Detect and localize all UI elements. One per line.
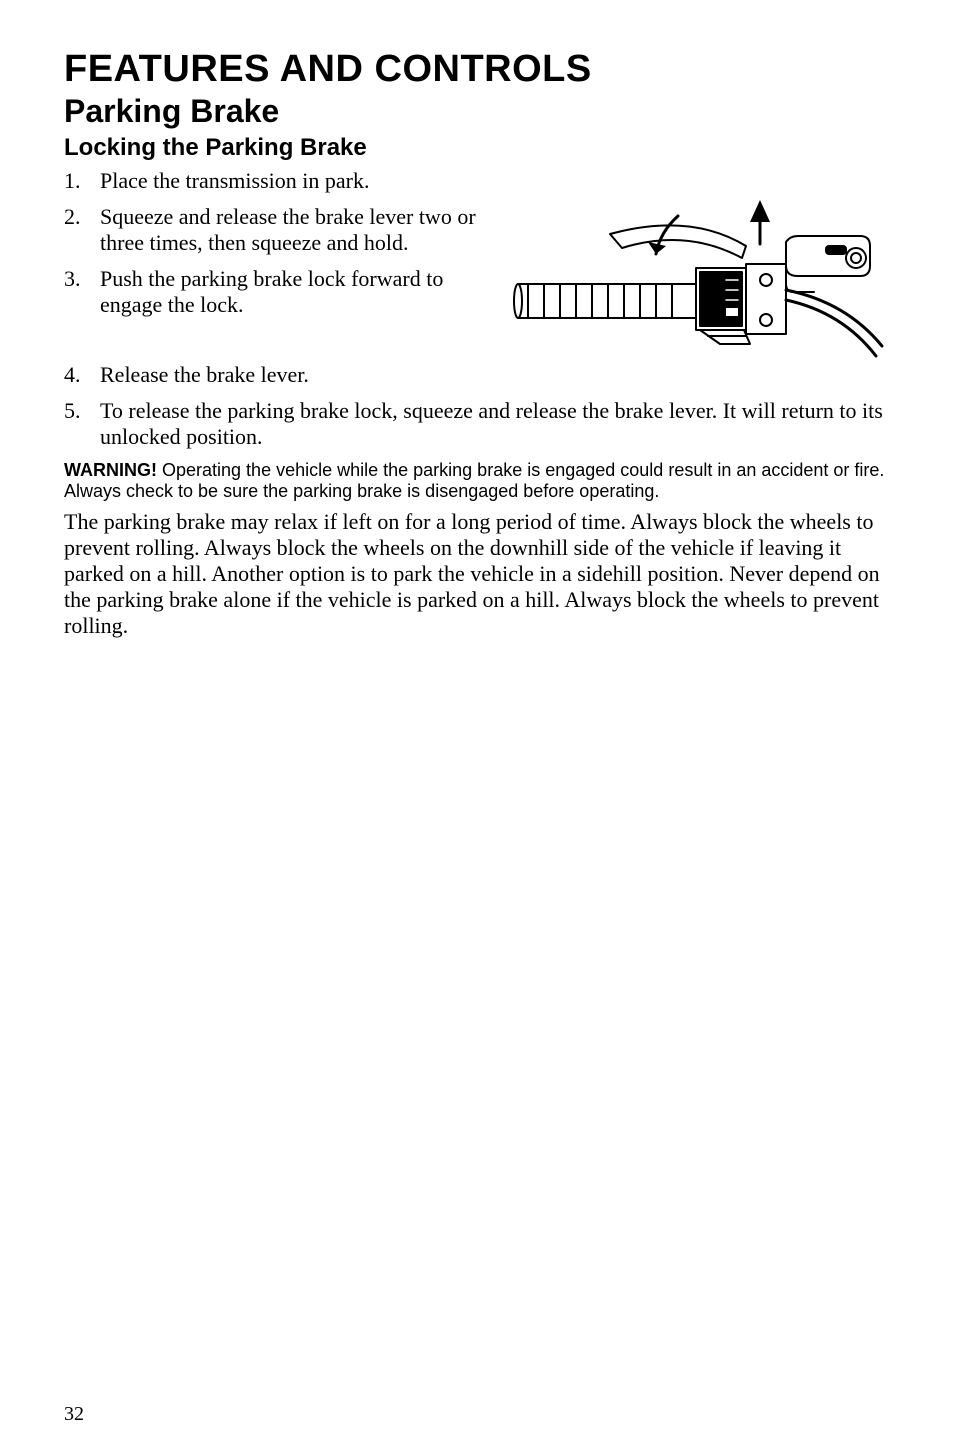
section-heading: Parking Brake — [64, 93, 890, 130]
page-number: 32 — [64, 1403, 84, 1426]
step-item: 5. To release the parking brake lock, sq… — [64, 398, 890, 450]
warning-paragraph: WARNING! Operating the vehicle while the… — [64, 460, 890, 501]
step-text: Release the brake lever. — [100, 362, 890, 388]
step-number: 3. — [64, 266, 100, 318]
step-item: 2. Squeeze and release the brake lever t… — [64, 204, 494, 256]
step-item: 1. Place the transmission in park. — [64, 168, 494, 194]
brake-lever-icon — [510, 172, 890, 362]
content-row: 1. Place the transmission in park. 2. Sq… — [64, 168, 890, 362]
step-item: 3. Push the parking brake lock forward t… — [64, 266, 494, 318]
warning-text: Operating the vehicle while the parking … — [64, 460, 884, 501]
steps-list-continued: 4. Release the brake lever. 5. To releas… — [64, 362, 890, 450]
step-number: 5. — [64, 398, 100, 450]
step-number: 1. — [64, 168, 100, 194]
warning-label: WARNING! — [64, 460, 157, 480]
page-heading: FEATURES AND CONTROLS — [64, 48, 890, 91]
step-item: 4. Release the brake lever. — [64, 362, 890, 388]
body-paragraph: The parking brake may relax if left on f… — [64, 509, 890, 639]
step-text: Squeeze and release the brake lever two … — [100, 204, 494, 256]
step-number: 2. — [64, 204, 100, 256]
steps-column: 1. Place the transmission in park. 2. Sq… — [64, 168, 494, 328]
step-number: 4. — [64, 362, 100, 388]
step-text: Place the transmission in park. — [100, 168, 494, 194]
steps-list: 1. Place the transmission in park. 2. Sq… — [64, 168, 494, 318]
subsection-heading: Locking the Parking Brake — [64, 134, 890, 162]
step-text: Push the parking brake lock forward to e… — [100, 266, 494, 318]
brake-lever-figure — [510, 172, 890, 362]
step-text: To release the parking brake lock, squee… — [100, 398, 890, 450]
